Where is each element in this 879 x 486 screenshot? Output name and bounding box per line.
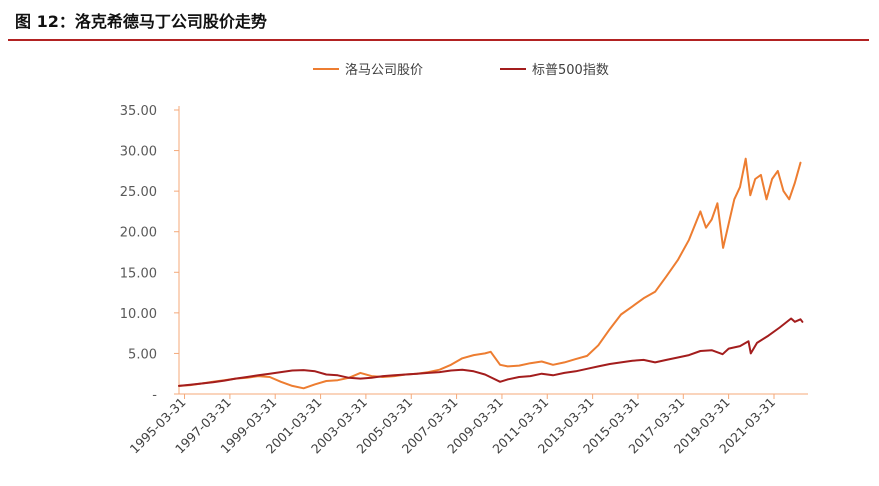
x-axis: 1995-03-311997-03-311999-03-312001-03-31… — [127, 393, 808, 456]
y-tick-label: 35.00 — [120, 104, 157, 119]
y-tick-label: - — [152, 388, 157, 403]
legend: 洛马公司股价 标普500指数 — [313, 63, 609, 78]
y-tick-label: 30.00 — [120, 145, 157, 160]
series-line-2 — [178, 317, 804, 387]
series-layer — [178, 157, 804, 390]
legend-label-series-1: 洛马公司股价 — [345, 63, 423, 78]
y-tick-label: 5.00 — [128, 347, 157, 362]
y-tick-label: 20.00 — [120, 226, 157, 241]
header-rule — [8, 39, 869, 41]
line-chart: 洛马公司股价 标普500指数 - 5.00 10.00 15.00 20.00 25.00… — [120, 63, 808, 456]
figure-title: 图 12：洛克希德马丁公司股价走势 — [15, 12, 267, 31]
y-tick-label: 25.00 — [120, 185, 157, 200]
legend-label-series-2: 标普500指数 — [532, 63, 609, 78]
series-line-1 — [178, 157, 802, 390]
y-tick-label: 15.00 — [120, 266, 157, 281]
y-tick-label: 10.00 — [120, 307, 157, 322]
y-axis: - 5.00 10.00 15.00 20.00 25.00 30.00 35.00 — [120, 104, 180, 403]
figure-header: 图 12：洛克希德马丁公司股价走势 — [0, 0, 879, 44]
